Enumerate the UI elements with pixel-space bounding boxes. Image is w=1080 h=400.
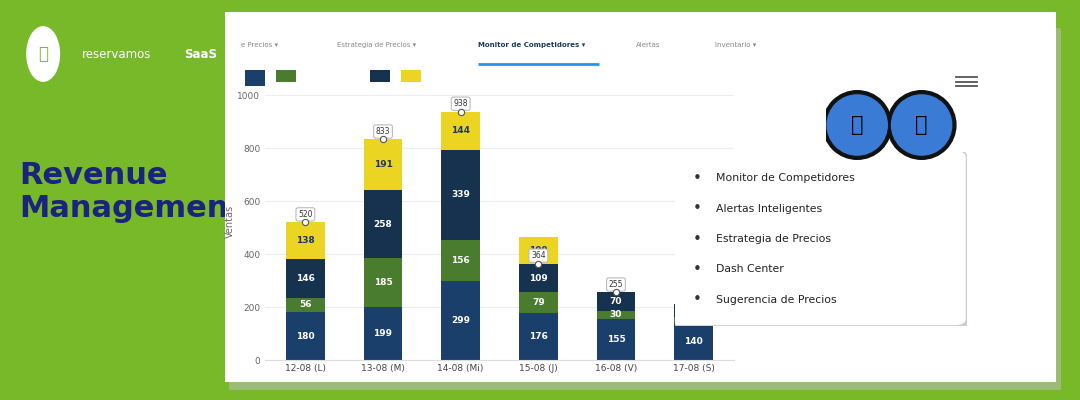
Text: 185: 185 (374, 278, 392, 287)
Text: Sugerencia de Precios: Sugerencia de Precios (716, 295, 836, 305)
Circle shape (888, 91, 956, 159)
Text: 213: 213 (687, 291, 701, 300)
Text: 938: 938 (454, 99, 468, 108)
Text: 109: 109 (529, 274, 548, 282)
Circle shape (823, 91, 891, 159)
Text: 299: 299 (451, 316, 470, 325)
FancyBboxPatch shape (245, 70, 266, 86)
Bar (364, 190, 403, 258)
Text: 199: 199 (374, 329, 392, 338)
Text: 🔔: 🔔 (851, 115, 863, 135)
Text: Alertas: Alertas (636, 42, 661, 48)
Text: 138: 138 (296, 236, 314, 245)
Bar (674, 317, 713, 323)
FancyBboxPatch shape (208, 5, 1071, 390)
Text: •: • (692, 201, 701, 216)
Text: 156: 156 (451, 256, 470, 265)
Bar (518, 314, 557, 360)
Text: Estrategia de Precios: Estrategia de Precios (716, 234, 831, 244)
Text: 📊: 📊 (916, 115, 928, 135)
Text: •: • (692, 170, 701, 186)
Text: 255: 255 (609, 280, 623, 289)
Text: 100: 100 (529, 246, 548, 255)
FancyBboxPatch shape (670, 150, 967, 326)
Text: 79: 79 (532, 298, 544, 308)
Text: Dash Center: Dash Center (716, 264, 784, 274)
Text: 180: 180 (296, 332, 314, 341)
FancyBboxPatch shape (401, 70, 421, 86)
Y-axis label: Ventas: Ventas (225, 204, 234, 238)
Circle shape (827, 95, 888, 155)
Text: Alertas Inteligentes: Alertas Inteligentes (716, 204, 822, 214)
Text: 70: 70 (610, 297, 622, 306)
Bar (286, 259, 325, 298)
Bar (442, 112, 481, 150)
Text: 155: 155 (607, 335, 625, 344)
Text: 30: 30 (610, 310, 622, 320)
Text: •: • (692, 232, 701, 246)
Bar (518, 264, 557, 292)
Text: 140: 140 (685, 337, 703, 346)
Text: 144: 144 (451, 126, 470, 135)
Text: •: • (692, 292, 701, 307)
Text: Inventario ▾: Inventario ▾ (715, 42, 756, 48)
Text: 364: 364 (531, 251, 545, 260)
Bar (596, 292, 635, 311)
Text: Monitor de Competidores: Monitor de Competidores (716, 173, 854, 183)
Bar (596, 311, 635, 319)
Bar (518, 292, 557, 314)
Bar (596, 319, 635, 360)
Text: e Precios ▾: e Precios ▾ (241, 42, 279, 48)
Text: 191: 191 (374, 160, 392, 169)
Bar (364, 307, 403, 360)
Text: 520: 520 (298, 210, 312, 219)
Bar (286, 222, 325, 259)
FancyBboxPatch shape (370, 70, 390, 86)
Bar (364, 258, 403, 307)
Circle shape (27, 27, 59, 81)
Text: 176: 176 (529, 332, 548, 341)
Circle shape (891, 95, 951, 155)
Bar (674, 323, 713, 360)
Bar (286, 312, 325, 360)
Text: Revenue
Management: Revenue Management (19, 161, 243, 223)
Bar (286, 298, 325, 312)
Bar (442, 240, 481, 281)
Text: Ⓡ: Ⓡ (38, 45, 49, 63)
Text: 339: 339 (451, 190, 470, 199)
Bar (674, 304, 713, 317)
Text: reservamos: reservamos (81, 48, 151, 60)
Text: SaaS: SaaS (185, 48, 217, 60)
Text: 51: 51 (687, 306, 700, 315)
Text: 258: 258 (374, 220, 392, 229)
Bar (364, 140, 403, 190)
Bar (518, 237, 557, 264)
Text: 146: 146 (296, 274, 314, 283)
Text: 833: 833 (376, 127, 390, 136)
FancyBboxPatch shape (672, 156, 975, 342)
Text: 56: 56 (299, 300, 312, 310)
Text: Monitor de Competidores ▾: Monitor de Competidores ▾ (478, 42, 585, 48)
Text: Estrategia de Precios ▾: Estrategia de Precios ▾ (337, 42, 416, 48)
Text: •: • (692, 262, 701, 277)
Bar (442, 281, 481, 360)
FancyBboxPatch shape (276, 70, 296, 86)
Bar (442, 150, 481, 240)
FancyBboxPatch shape (213, 28, 1074, 400)
